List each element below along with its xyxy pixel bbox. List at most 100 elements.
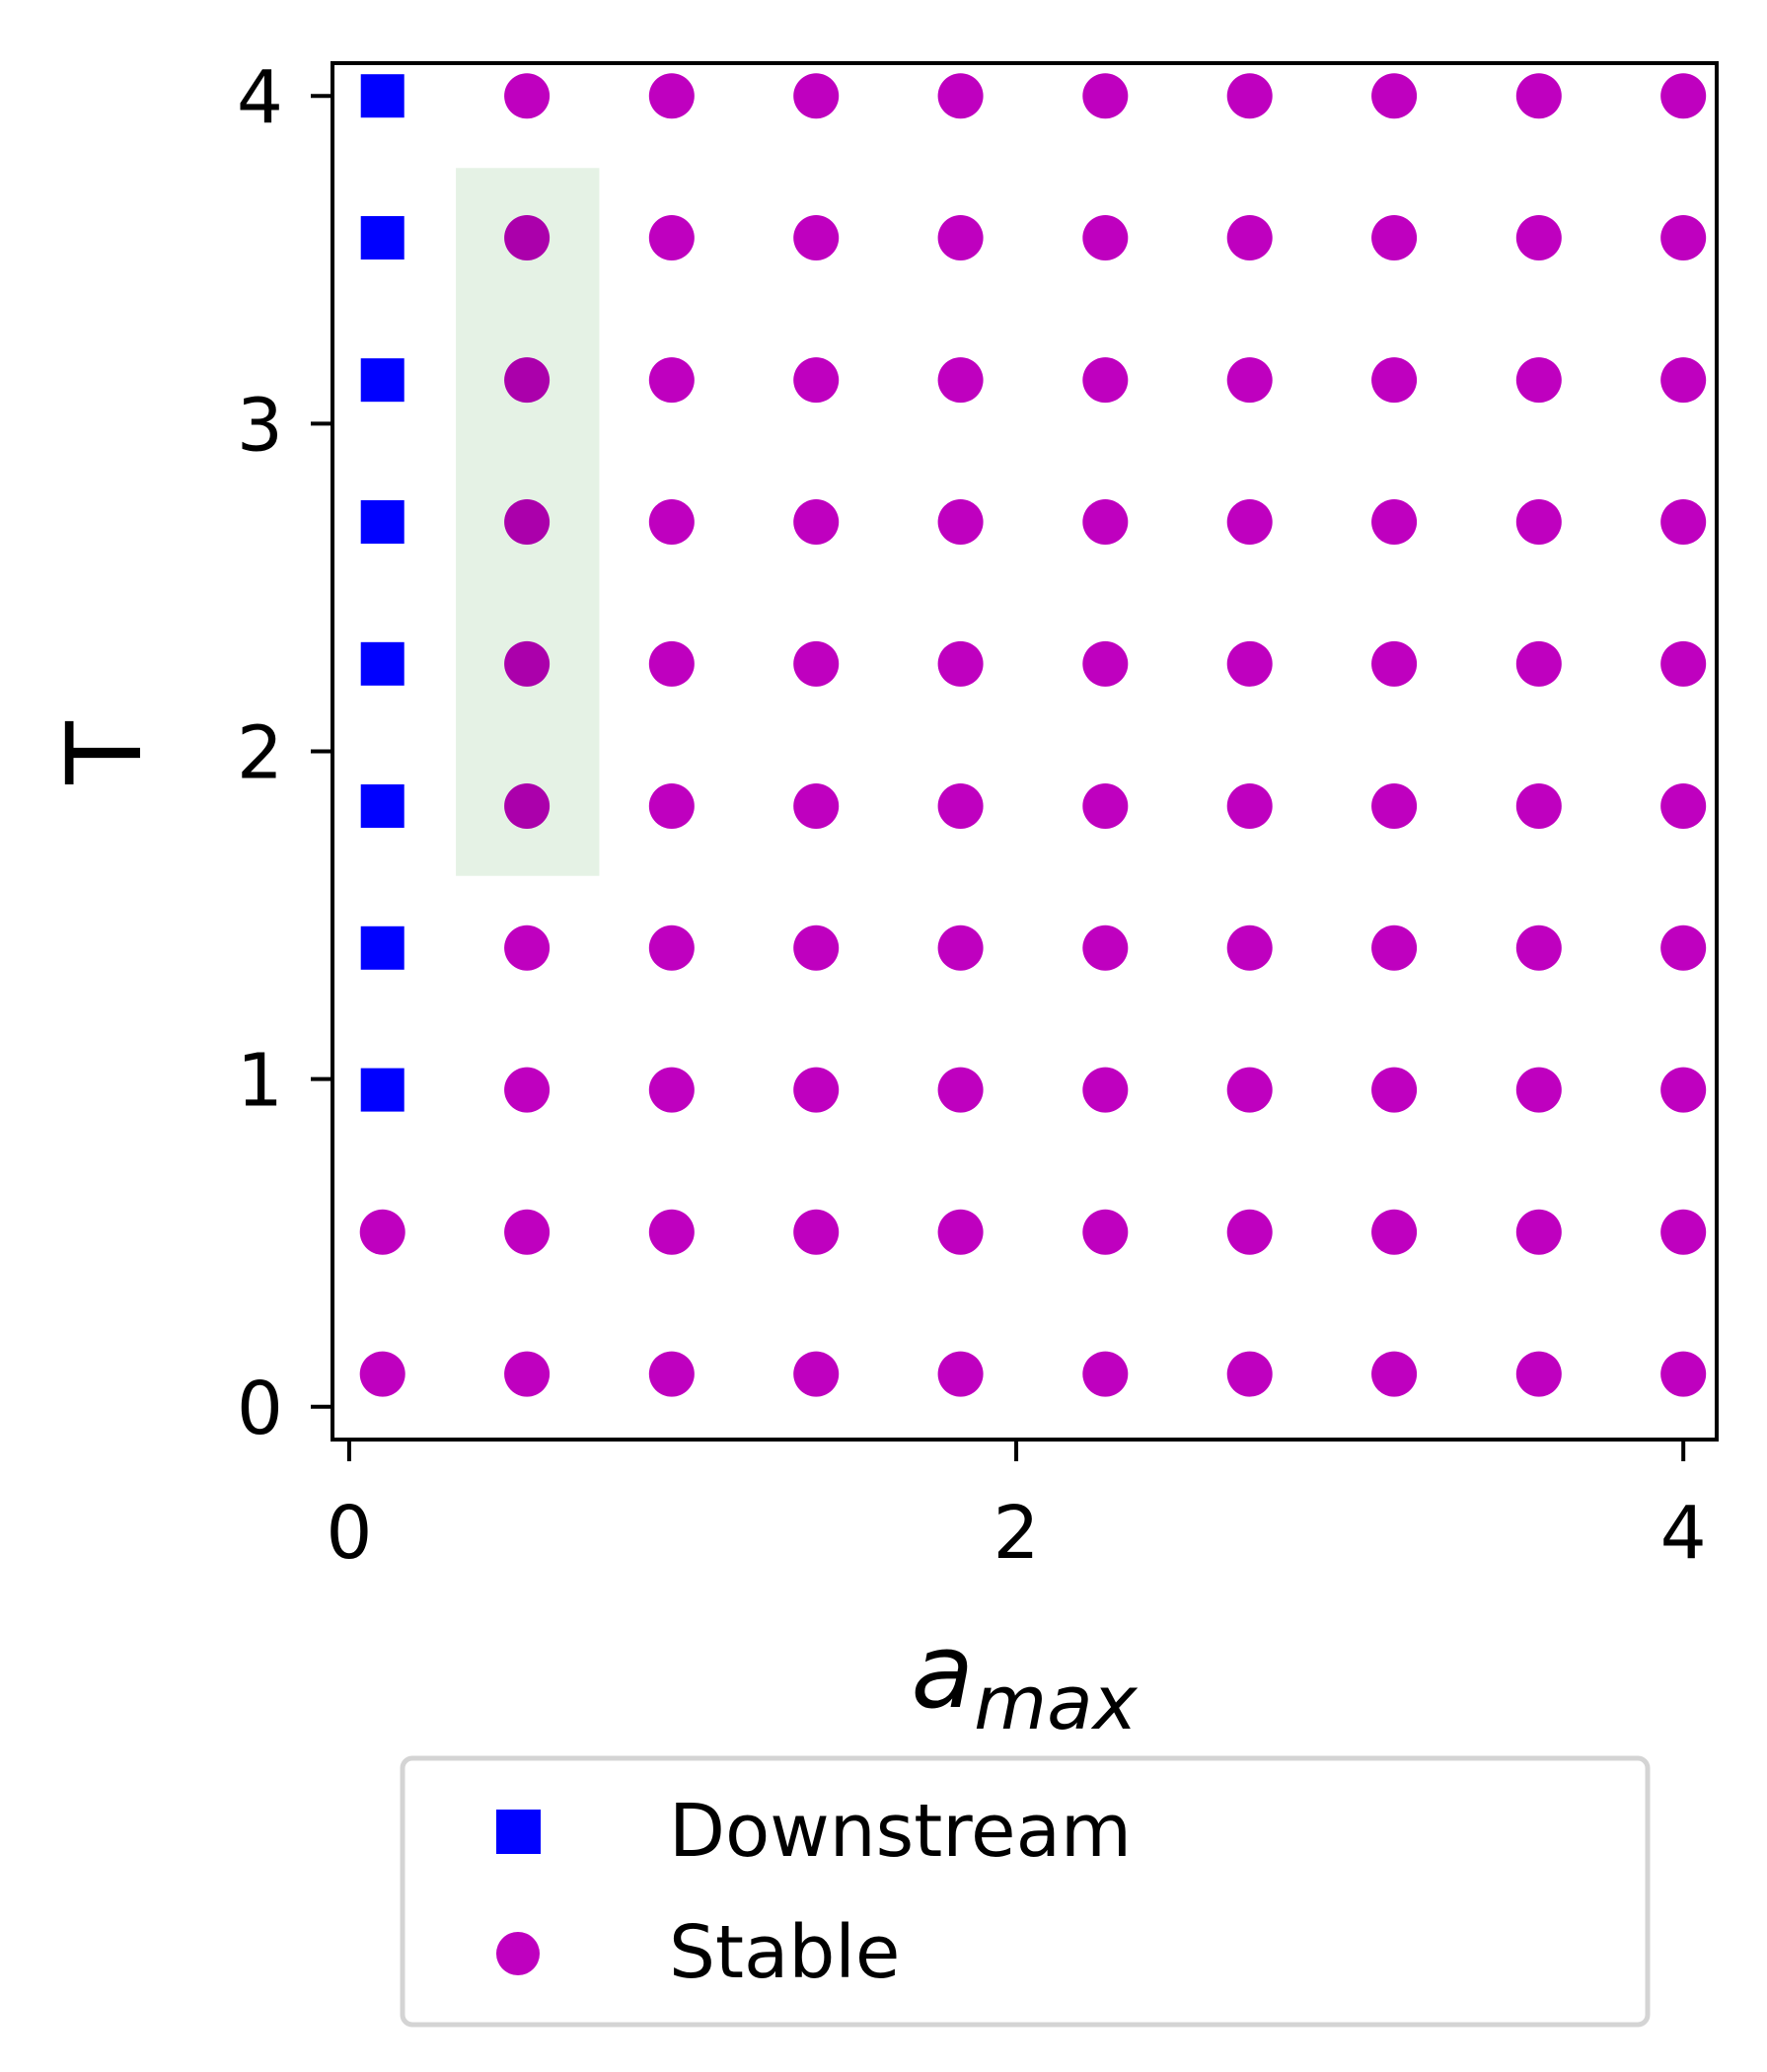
stable-point: [504, 73, 551, 119]
y-tick-label: 0: [237, 1367, 283, 1451]
stable-point: [648, 1067, 695, 1113]
x-tick-label: 0: [326, 1491, 372, 1576]
stable-point: [1082, 1209, 1129, 1255]
stable-point: [1371, 215, 1418, 261]
stable-point: [1371, 73, 1418, 119]
stable-point: [1226, 782, 1273, 829]
stable-point: [504, 357, 551, 404]
stable-point: [1515, 215, 1562, 261]
stable-point: [1226, 357, 1273, 404]
stable-point: [793, 73, 840, 119]
stable-point: [1515, 1209, 1562, 1255]
stable-point: [648, 357, 695, 404]
stable-point: [937, 1351, 984, 1397]
stable-point: [793, 499, 840, 545]
y-axis-label: T: [44, 721, 165, 785]
downstream-point: [360, 358, 405, 403]
downstream-point: [360, 1068, 405, 1112]
stable-point: [1226, 925, 1273, 971]
stable-point: [1515, 782, 1562, 829]
y-tick-label: 4: [237, 55, 283, 140]
stable-point: [504, 215, 551, 261]
stable-point: [937, 1209, 984, 1255]
stable-point: [1515, 73, 1562, 119]
y-tick-label: 2: [237, 711, 283, 796]
stable-point: [648, 640, 695, 687]
stable-point: [1660, 499, 1707, 545]
stable-point: [1082, 357, 1129, 404]
downstream-point: [360, 74, 405, 118]
stable-point: [1371, 1351, 1418, 1397]
points-layer: [359, 73, 1707, 1397]
stable-point: [1371, 1067, 1418, 1113]
downstream-point: [360, 216, 405, 260]
stable-point: [1371, 640, 1418, 687]
stable-point: [1082, 925, 1129, 971]
stable-point: [1082, 782, 1129, 829]
stable-point: [1660, 357, 1707, 404]
legend-marker-stable: [496, 1932, 540, 1975]
stable-point: [504, 1067, 551, 1113]
stable-point: [1660, 1209, 1707, 1255]
stable-point: [1660, 640, 1707, 687]
stable-point: [937, 357, 984, 404]
stable-point: [1226, 1067, 1273, 1113]
stable-point: [648, 925, 695, 971]
stable-point: [1226, 499, 1273, 545]
downstream-point: [360, 500, 405, 544]
stable-point: [1515, 499, 1562, 545]
stable-point: [359, 1351, 405, 1397]
stable-point: [937, 215, 984, 261]
stable-point: [1082, 73, 1129, 119]
x-tick-label: 4: [1660, 1491, 1707, 1576]
stable-point: [1371, 357, 1418, 404]
stable-point: [1082, 1067, 1129, 1113]
stable-point: [1515, 640, 1562, 687]
legend-label-stable: Stable: [669, 1910, 900, 1995]
stable-point: [1515, 357, 1562, 404]
stable-point: [648, 782, 695, 829]
stable-point: [1082, 1351, 1129, 1397]
stable-point: [504, 1209, 551, 1255]
downstream-point: [360, 783, 405, 828]
stable-point: [937, 782, 984, 829]
stable-point: [1371, 925, 1418, 971]
stable-point: [1226, 1351, 1273, 1397]
stable-point: [648, 499, 695, 545]
stable-point: [1371, 782, 1418, 829]
stable-point: [504, 640, 551, 687]
x-tick-label: 2: [994, 1491, 1040, 1576]
stable-point: [1515, 1351, 1562, 1397]
stable-point: [1515, 925, 1562, 971]
stable-point: [1660, 1067, 1707, 1113]
stable-point: [1082, 640, 1129, 687]
stable-point: [1226, 640, 1273, 687]
stable-point: [1371, 1209, 1418, 1255]
stable-point: [648, 215, 695, 261]
downstream-point: [360, 641, 405, 686]
legend: Downstream Stable: [400, 1755, 1651, 2028]
downstream-point: [360, 925, 405, 970]
stable-point: [1515, 1067, 1562, 1113]
stable-point: [793, 925, 840, 971]
stable-point: [504, 1351, 551, 1397]
stable-point: [937, 1067, 984, 1113]
stable-point: [937, 499, 984, 545]
stable-point: [359, 1209, 405, 1255]
stable-point: [648, 1209, 695, 1255]
stable-point: [1226, 73, 1273, 119]
x-axis: 0 2 4: [326, 1440, 1707, 1576]
stable-point: [937, 640, 984, 687]
stable-point: [793, 1351, 840, 1397]
stable-point: [1082, 215, 1129, 261]
stable-point: [1226, 1209, 1273, 1255]
stable-point: [1660, 1351, 1707, 1397]
stable-point: [504, 925, 551, 971]
legend-label-downstream: Downstream: [669, 1789, 1132, 1874]
x-axis-label-subscript: max: [974, 1659, 1139, 1746]
x-axis-label: amax: [911, 1611, 1138, 1746]
stable-point: [1660, 782, 1707, 829]
stable-point: [1660, 215, 1707, 261]
stable-point: [1660, 925, 1707, 971]
